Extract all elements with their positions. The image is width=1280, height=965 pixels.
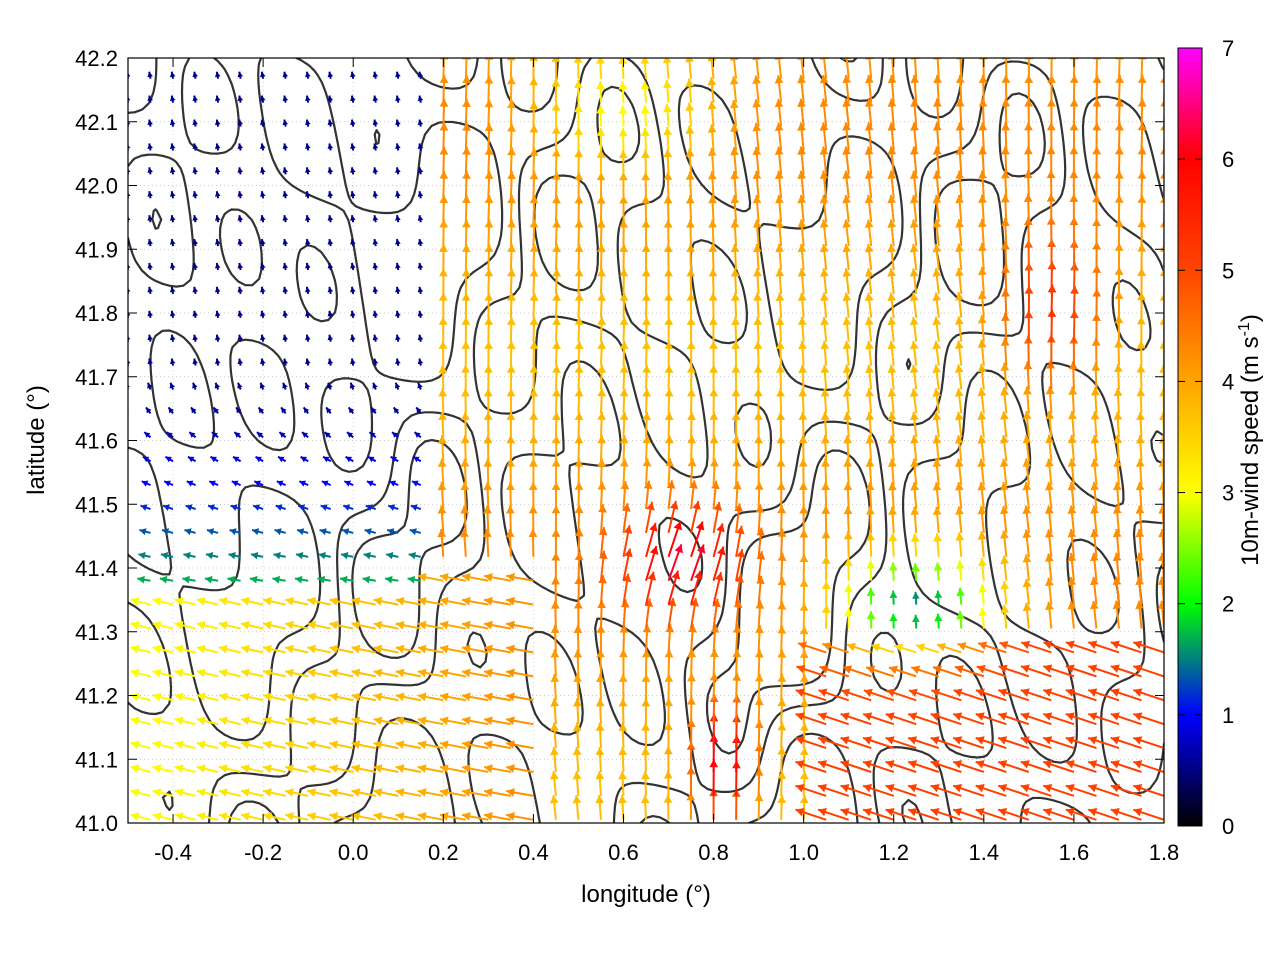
- colorbar-label-sup: -1: [1236, 322, 1253, 336]
- wind-vector-shaft: [117, 530, 128, 533]
- wind-vector: [108, 645, 128, 654]
- wind-vector-shaft: [108, 719, 128, 724]
- y-tick-label: 41.7: [75, 365, 118, 390]
- wind-vector-head: [707, 53, 716, 61]
- wind-vector-head: [775, 52, 784, 60]
- y-tick-label: 41.2: [75, 684, 118, 709]
- colorbar-tick-label: 4: [1222, 369, 1234, 394]
- wind-vector-head: [752, 52, 761, 60]
- wind-vector-shaft: [466, 52, 467, 79]
- wind-vector-shaft: [118, 506, 128, 509]
- wind-vector: [108, 669, 128, 678]
- wind-vector-shaft: [108, 599, 128, 604]
- colorbar-tick-label: 5: [1222, 258, 1234, 283]
- x-axis-label: longitude (°): [581, 881, 711, 908]
- y-tick-label: 41.4: [75, 556, 118, 581]
- wind-vector-head: [108, 788, 117, 797]
- wind-vector-head: [730, 52, 739, 60]
- x-tick-label: 0.4: [518, 840, 549, 865]
- x-tick-label: 1.0: [788, 840, 819, 865]
- wind-vector: [120, 457, 128, 463]
- y-tick-label: 41.3: [75, 620, 118, 645]
- colorbar: [1178, 48, 1202, 826]
- x-tick-label: -0.4: [154, 840, 192, 865]
- x-tick-labels: -0.4 -0.2 0.0 0.2 0.4 0.6 0.8 1.0 1.2 1.4 1.6 1.8: [154, 840, 1179, 865]
- wind-vector-shaft: [108, 791, 128, 796]
- colorbar-tick-label: 7: [1222, 36, 1234, 61]
- wind-vector-shaft: [960, 51, 961, 78]
- colorbar-tick-label: 3: [1222, 481, 1234, 506]
- wind-vector-shaft: [119, 481, 128, 485]
- y-tick-label: 42.1: [75, 110, 118, 135]
- colorbar-tick-label: 6: [1222, 147, 1234, 172]
- wind-vector-shaft: [108, 647, 128, 652]
- y-tick-label: 41.9: [75, 237, 118, 262]
- x-tick-label: 0.8: [698, 840, 729, 865]
- wind-vector: [122, 432, 128, 438]
- wind-vector-head: [797, 51, 806, 59]
- x-tick-label: 0.0: [338, 840, 369, 865]
- wind-vector-shaft: [1096, 51, 1097, 78]
- wind-vector-head: [108, 669, 117, 678]
- wind-vector-shaft: [123, 407, 128, 413]
- wind-vector-shaft: [1141, 51, 1142, 78]
- wind-vector-shaft: [108, 671, 128, 676]
- x-tick-label: 1.4: [969, 840, 1000, 865]
- wind-vector: [119, 481, 128, 487]
- colorbar-label: 10m-wind speed (m s-1): [1236, 314, 1264, 566]
- y-tick-label: 42.2: [75, 46, 118, 71]
- x-tick-label: 1.8: [1149, 840, 1180, 865]
- y-tick-label: 41.5: [75, 492, 118, 517]
- wind-vector-head: [108, 645, 117, 654]
- wind-vector-shaft: [120, 457, 128, 461]
- wind-vector-head: [119, 481, 126, 487]
- wind-vector-head: [108, 597, 117, 606]
- y-tick-label: 41.6: [75, 429, 118, 454]
- colorbar-label-close: ): [1237, 314, 1264, 322]
- wind-vector: [108, 717, 128, 726]
- y-tick-label: 42.0: [75, 174, 118, 199]
- wind-vector-head: [122, 432, 128, 438]
- y-axis-label: latitude (°): [23, 385, 50, 495]
- wind-vector-head: [120, 457, 126, 463]
- wind-vector-head: [118, 504, 125, 510]
- colorbar-tick-labels: 0 1 2 3 4 5 6 7: [1222, 36, 1234, 839]
- wind-vector-shaft: [122, 432, 128, 437]
- wind-vector-head: [117, 528, 124, 535]
- y-tick-labels: 41.0 41.1 41.2 41.3 41.4 41.5 41.6 41.7 41.8 41.9…: [75, 46, 118, 836]
- y-tick-label: 41.8: [75, 301, 118, 326]
- y-tick-label: 41.1: [75, 747, 118, 772]
- wind-vector: [118, 504, 128, 510]
- wind-vector: [108, 597, 128, 606]
- x-tick-label: 1.6: [1059, 840, 1090, 865]
- wind-vector-head: [507, 52, 516, 60]
- wind-vector-head: [484, 52, 493, 60]
- y-tick-label: 41.0: [75, 811, 118, 836]
- wind-vector-shaft: [488, 52, 489, 79]
- x-tick-label: 1.2: [878, 840, 909, 865]
- x-tick-label: -0.2: [244, 840, 282, 865]
- colorbar-label-main: 10m-wind speed (m s: [1237, 336, 1264, 565]
- wind-vector: [108, 788, 128, 797]
- colorbar-tick-label: 0: [1222, 814, 1234, 839]
- wind-vector-shaft: [511, 52, 512, 78]
- colorbar-tick-label: 2: [1222, 592, 1234, 617]
- x-tick-label: 0.6: [608, 840, 639, 865]
- wind-vector-shaft: [1119, 51, 1120, 78]
- colorbar-tick-label: 1: [1222, 703, 1234, 728]
- wind-vector-head: [108, 717, 117, 726]
- wind-vector: [117, 528, 128, 535]
- x-tick-label: 0.2: [428, 840, 459, 865]
